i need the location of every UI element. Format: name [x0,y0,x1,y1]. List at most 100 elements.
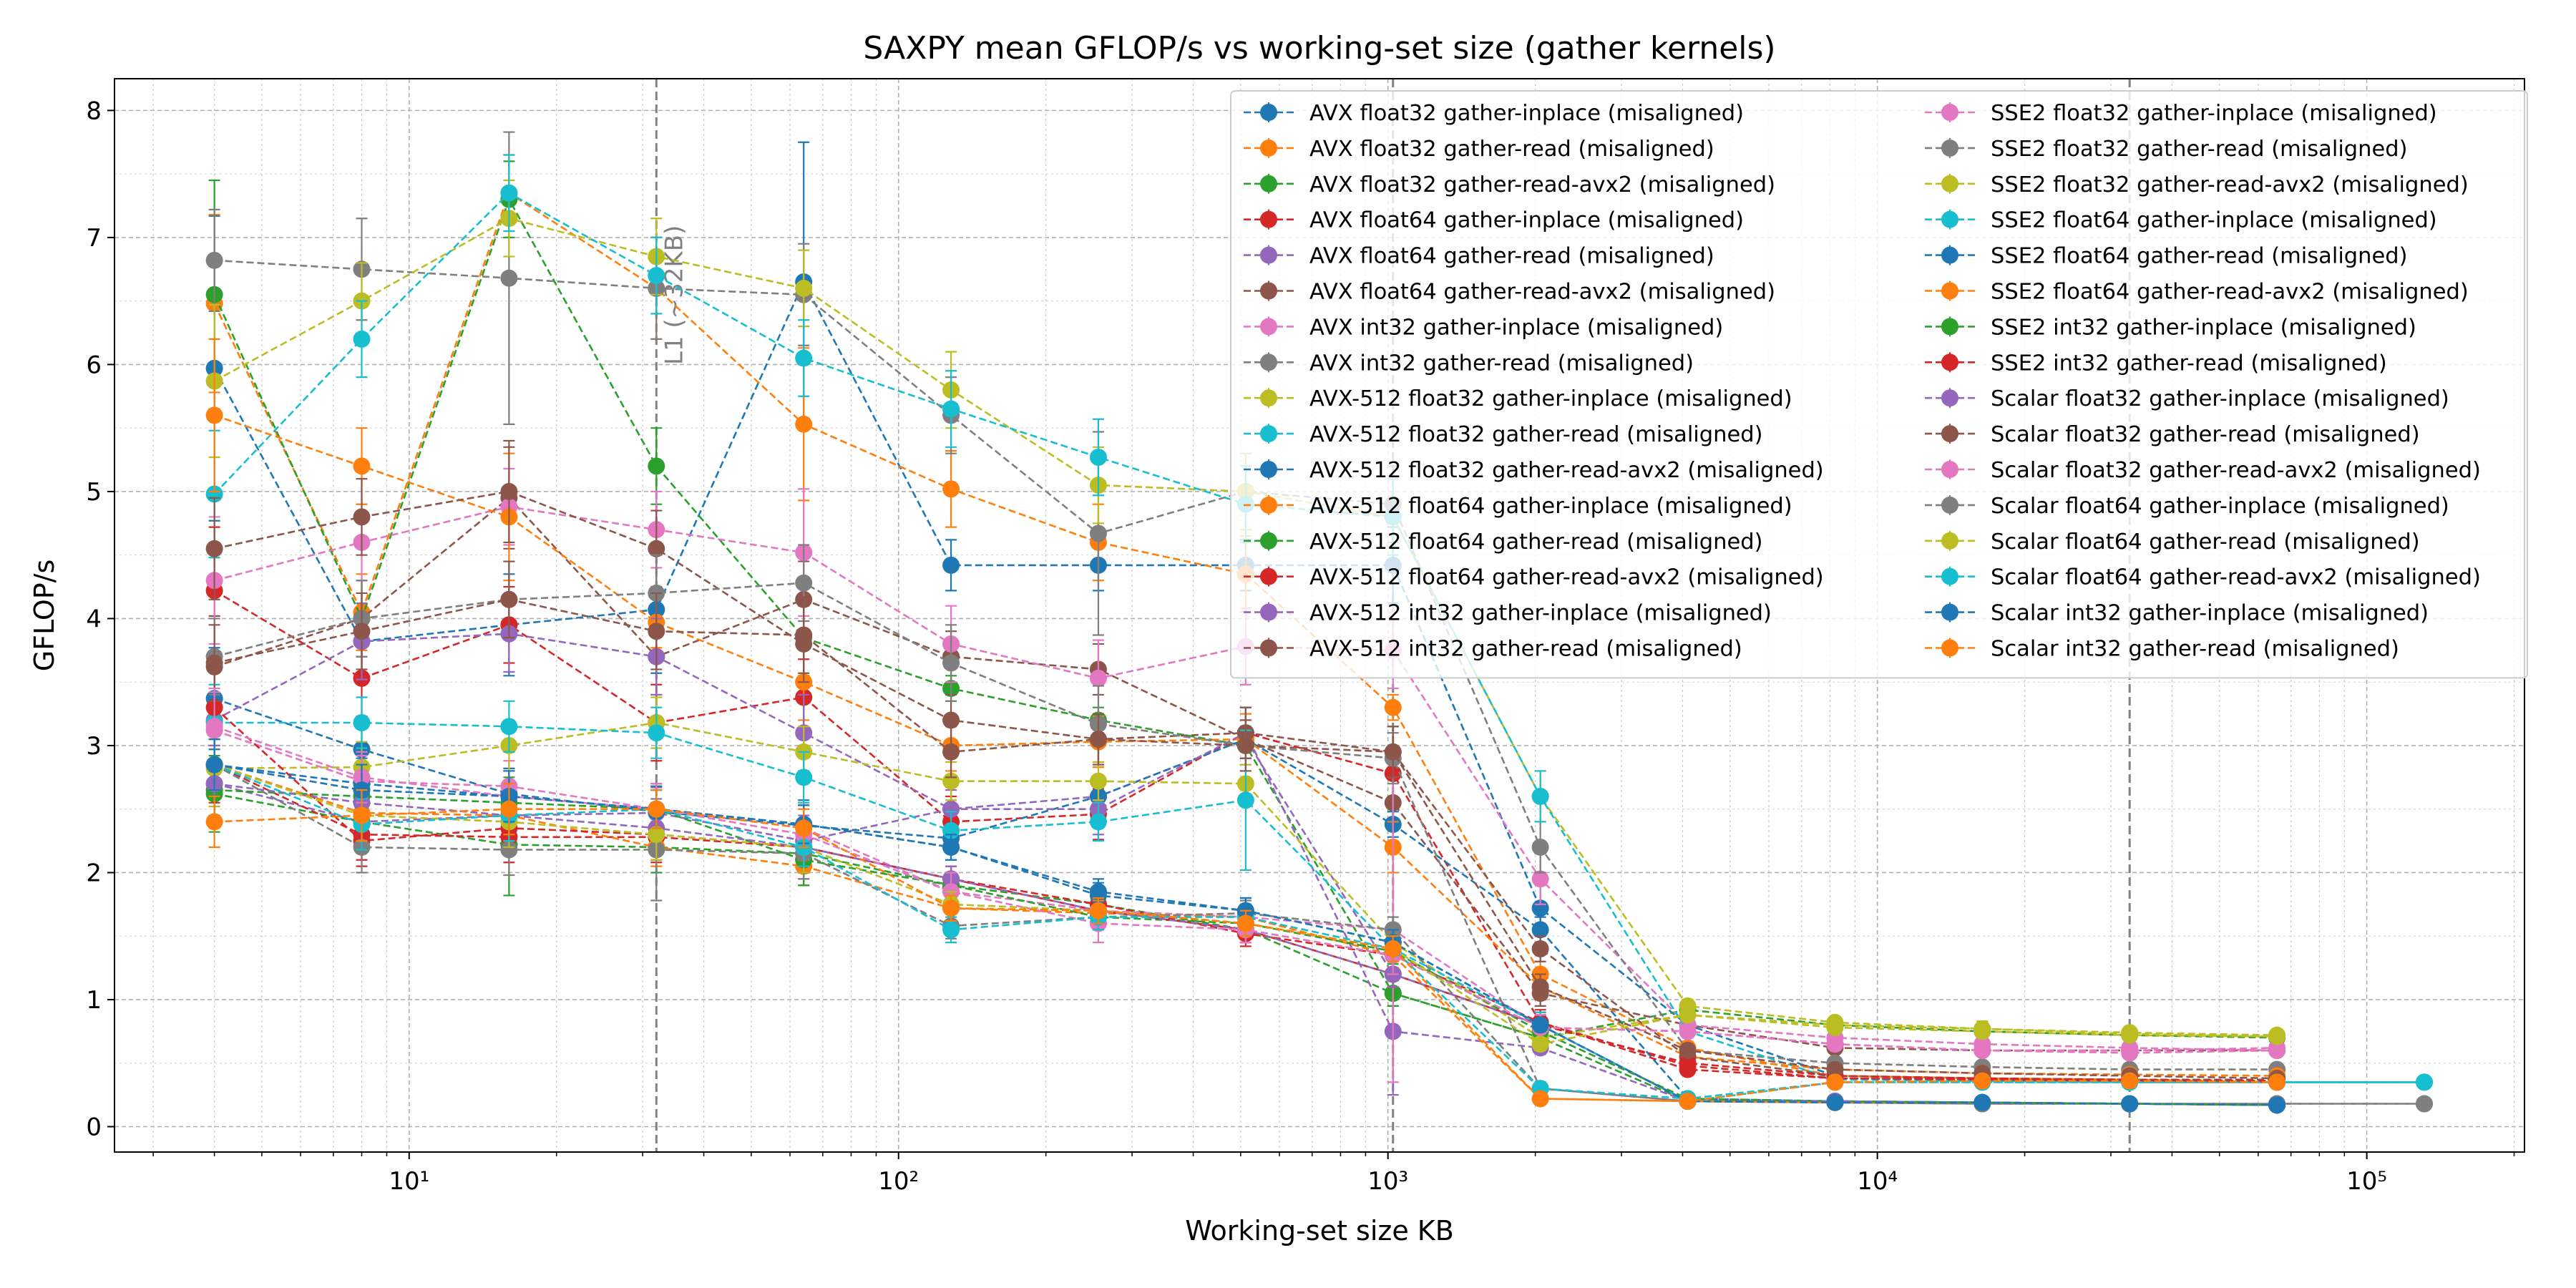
data-point [1679,1006,1697,1024]
data-point [1531,940,1549,957]
legend-marker [1260,603,1277,621]
legend-marker [1260,567,1277,585]
legend-entry: SSE2 int32 gather-inplace (misaligned) [1925,315,2416,340]
data-point [1531,870,1549,888]
legend-label: AVX float32 gather-read-avx2 (misaligned… [1309,172,1775,197]
data-point [1531,1016,1549,1034]
data-point [1236,791,1254,809]
data-point [2121,1095,2139,1113]
data-point [500,482,518,500]
legend-entry: SSE2 int32 gather-read (misaligned) [1925,351,2387,376]
x-axis-title: Working-set size KB [1185,1215,1454,1246]
axis-ticks: 0 1 2 3 4 5 6 7 8 10¹ 10² 10³ 10⁴ 10⁵ [86,97,2515,1196]
legend-label: SSE2 float32 gather-inplace (misaligned) [1991,101,2437,126]
data-point [500,269,518,287]
legend-label: AVX float64 gather-inplace (misaligned) [1309,208,1744,233]
x-tick-label: 10² [878,1167,919,1196]
legend-marker [1941,567,1958,585]
data-point [942,838,960,856]
legend-label: AVX float64 gather-read (misaligned) [1309,244,1714,269]
data-point [353,457,371,475]
legend-marker [1941,496,1958,514]
y-axis-title: GFLOP/s [29,560,60,672]
data-point [648,540,665,557]
data-point [1531,1090,1549,1108]
x-tick-label: 10⁵ [2346,1167,2387,1196]
legend-label: SSE2 float64 gather-read (misaligned) [1991,244,2408,269]
data-point [942,654,960,672]
legend-marker [1260,318,1277,336]
legend-label: AVX int32 gather-read (misaligned) [1309,351,1694,376]
legend: AVX float32 gather-inplace (misaligned) A… [1230,90,2528,679]
legend-marker [1260,532,1277,550]
legend-label: AVX-512 float64 gather-read (misaligned) [1309,530,1763,555]
legend-entry: Scalar int32 gather-read (misaligned) [1925,637,2399,662]
legend-label: Scalar float64 gather-read (misaligned) [1991,530,2420,555]
y-tick-label: 3 [86,732,102,761]
y-tick-label: 8 [86,97,102,125]
data-point [795,626,813,644]
legend-entry: AVX float32 gather-read-avx2 (misaligned… [1244,172,1775,197]
legend-marker [1260,639,1277,657]
data-point [1531,978,1549,996]
legend-entry: AVX-512 float64 gather-read (misaligned) [1244,530,1763,555]
legend-entry: AVX-512 float64 gather-read-avx2 (misali… [1244,565,1824,590]
legend-entry: AVX-512 int32 gather-read (misaligned) [1244,637,1742,662]
data-point [1089,525,1107,542]
data-point [353,330,371,348]
data-point [1974,1093,1991,1111]
y-tick-label: 4 [86,605,102,633]
legend-entry: AVX-512 int32 gather-inplace (misaligned… [1244,601,1772,626]
data-point [500,718,518,736]
legend-entry: AVX-512 float32 gather-read-avx2 (misali… [1244,458,1824,483]
legend-label: AVX-512 float64 gather-read-avx2 (misali… [1309,565,1824,590]
data-point [205,813,223,831]
series-line [213,191,2278,1083]
series-line [214,721,2424,1103]
data-point [1826,1035,1844,1053]
legend-marker [1941,104,1958,121]
data-point [1679,1054,1697,1072]
legend-marker [1260,353,1277,371]
legend-entry: SSE2 float32 gather-inplace (misaligned) [1925,101,2437,126]
data-point [942,556,960,574]
legend-label: Scalar int32 gather-read (misaligned) [1991,637,2399,662]
data-point [2268,1096,2286,1114]
legend-marker [1941,175,1958,192]
data-point [353,623,371,640]
data-point [353,714,371,731]
legend-entry: AVX float64 gather-read (misaligned) [1244,244,1714,269]
legend-label: AVX-512 float32 gather-read-avx2 (misali… [1309,458,1824,483]
legend-marker [1260,389,1277,407]
series-31 [205,783,2286,1110]
data-point [795,769,813,786]
legend-marker [1260,175,1277,192]
data-point [205,718,223,736]
data-point [648,724,665,742]
legend-label: AVX-512 float32 gather-inplace (misalign… [1309,386,1792,411]
data-point [1089,813,1107,831]
legend-label: SSE2 float64 gather-read-avx2 (misaligne… [1991,280,2469,305]
legend-marker [1941,318,1958,336]
data-point [1531,1035,1549,1053]
data-point [1089,448,1107,466]
data-point [942,800,960,818]
data-point [1974,1023,1991,1040]
data-point [205,756,223,774]
legend-label: SSE2 float32 gather-read-avx2 (misaligne… [1991,172,2469,197]
data-point [205,406,223,424]
chart-title: SAXPY mean GFLOP/s vs working-set size (… [863,30,1775,67]
legend-label: SSE2 float32 gather-read (misaligned) [1991,137,2408,162]
y-tick-label: 2 [86,859,102,887]
legend-marker [1260,496,1277,514]
data-point [205,251,223,269]
series-line [213,763,2424,1105]
legend-entry: AVX float64 gather-read-avx2 (misaligned… [1244,280,1775,305]
data-point [353,806,371,824]
x-tick-label: 10¹ [389,1167,429,1196]
legend-entry: SSE2 float64 gather-inplace (misaligned) [1925,208,2437,233]
data-point [2268,1041,2286,1059]
data-point [1826,1073,1844,1091]
legend-label: AVX int32 gather-inplace (misaligned) [1309,315,1723,340]
